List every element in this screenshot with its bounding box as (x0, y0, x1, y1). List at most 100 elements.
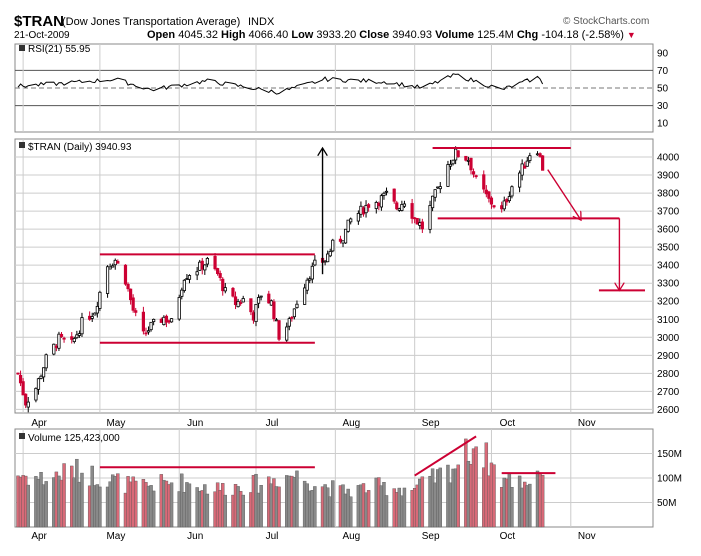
volume-bar (420, 476, 425, 528)
candle-body (466, 159, 471, 162)
price-tick-label: 2700 (657, 387, 680, 398)
candle-body (492, 205, 496, 208)
candle-body (77, 333, 82, 336)
price-tick-label: 3900 (657, 171, 680, 182)
candle-body (141, 311, 145, 332)
candle-body (410, 203, 414, 219)
candle-body (349, 218, 353, 223)
candle-body (146, 330, 151, 333)
candle-body (343, 228, 348, 244)
candle-body (471, 171, 476, 175)
candle-body (295, 303, 299, 309)
rsi-label: RSI(21) 55.95 (28, 44, 91, 55)
candle-body (116, 260, 120, 264)
high-label: High (221, 29, 246, 41)
candle-body (256, 297, 261, 304)
month-label-bottom: Sep (422, 531, 440, 542)
volume-annotation-line (414, 435, 477, 477)
month-label-bottom: Apr (31, 531, 47, 542)
rsi-axis-ticks: 90 70 50 30 10 (657, 48, 669, 129)
candle-body (474, 175, 478, 178)
candle-body (392, 188, 396, 202)
candle-body (80, 317, 84, 335)
candle-body (346, 219, 350, 232)
candle-body (502, 200, 506, 210)
candle-body (361, 207, 366, 215)
candle-body (36, 378, 41, 390)
candle-body (487, 191, 491, 199)
candle-body (185, 278, 189, 280)
volume-bar (528, 483, 532, 528)
price-panel-frame (14, 138, 654, 414)
candle-body (44, 354, 48, 369)
candle-body (200, 260, 204, 270)
month-axis-labels: Apr Apr May May Jun Jun Jul Jul Aug Aug Sep Sep Oct O… (31, 418, 595, 542)
annotation-arrow (547, 169, 581, 220)
candle-body (436, 186, 440, 189)
month-label: Apr (31, 418, 47, 429)
price-legend-icon (19, 142, 25, 148)
candle-body (75, 334, 79, 339)
month-label-bottom: Aug (342, 531, 360, 542)
price-tick-label: 3200 (657, 297, 680, 308)
candle-body (241, 298, 245, 303)
candle-body (131, 297, 135, 311)
candle-body (88, 315, 92, 320)
candle-body (113, 259, 117, 266)
volume-bar (98, 486, 102, 528)
volume-bar (540, 475, 545, 528)
candle-body (438, 186, 442, 190)
candle-body (384, 190, 389, 193)
candle-body (108, 266, 112, 270)
candle-body (382, 192, 386, 196)
candle-body (59, 333, 64, 337)
volume-bar (510, 487, 514, 528)
rsi-tick-label: 10 (657, 119, 669, 130)
candle-body (489, 197, 494, 205)
rsi-tick-label: 90 (657, 48, 669, 59)
candle-body (277, 320, 281, 340)
candle-body (400, 204, 404, 211)
candle-body (420, 221, 424, 230)
candle-body (397, 208, 401, 211)
volume-bar (366, 490, 371, 528)
stockcharts-logo: © StockCharts.com (563, 16, 650, 27)
candle-body (323, 260, 327, 263)
candle-body (456, 150, 460, 158)
exchange-label: INDX (248, 16, 275, 28)
chg-down-icon: ▼ (626, 30, 636, 40)
close-value: 3940.93 (392, 29, 433, 41)
candle-body (24, 393, 28, 406)
candle-body (249, 298, 253, 313)
volume-bar (259, 485, 263, 528)
volume-legend-icon (19, 433, 25, 439)
candle-body (331, 239, 335, 252)
candle-body (105, 266, 110, 294)
volume-bar (348, 496, 353, 528)
candle-body (418, 222, 422, 226)
candle-body (310, 265, 314, 280)
volume-bar (313, 486, 317, 528)
candle-body (451, 159, 455, 165)
volume-bar (384, 495, 389, 528)
price-tick-label: 3500 (657, 243, 680, 254)
rsi-tick-label: 70 (657, 66, 669, 77)
candle-body (428, 205, 432, 230)
candle-body (518, 172, 522, 188)
volume-bar (116, 473, 120, 528)
candle-body (341, 240, 345, 244)
candle-body (95, 306, 99, 314)
candle-body (195, 271, 199, 276)
volume-tick-label: 100M (657, 474, 682, 485)
candle-body (198, 261, 202, 271)
candle-body (395, 202, 399, 210)
candle-body (448, 163, 453, 167)
price-tick-label: 3400 (657, 261, 680, 272)
price-tick-label: 3100 (657, 315, 680, 326)
candle-body (218, 273, 222, 278)
volume-bars (16, 438, 545, 528)
volume-bar (331, 480, 335, 528)
candle-body (231, 287, 235, 297)
candle-body (203, 264, 207, 271)
candle-body (159, 318, 163, 323)
